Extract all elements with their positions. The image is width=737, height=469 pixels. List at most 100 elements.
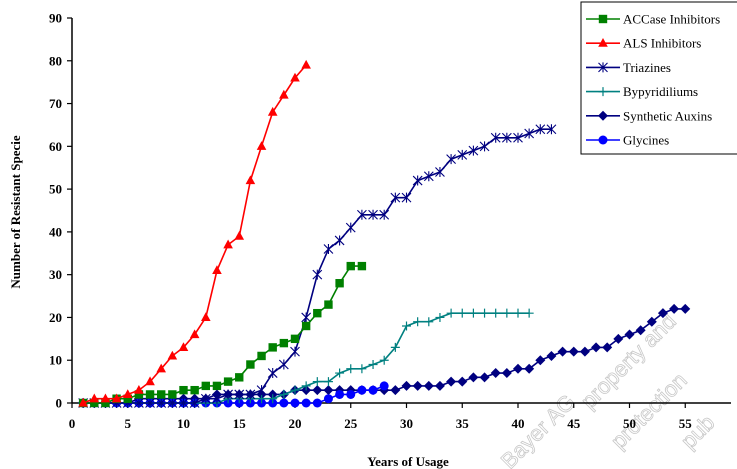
data-point (579, 346, 590, 357)
y-tick-label: 30 (49, 267, 62, 282)
legend-entry: Synthetic Auxins (586, 108, 712, 123)
y-tick-label: 0 (56, 396, 63, 411)
data-point (457, 149, 468, 160)
data-point (323, 377, 333, 387)
legend-label: ALS Inhibitors (623, 36, 701, 51)
data-point (535, 355, 546, 366)
data-point (134, 384, 144, 394)
data-point (279, 398, 289, 408)
data-point (290, 398, 300, 408)
data-point (323, 394, 333, 404)
data-point (680, 303, 691, 314)
data-point (423, 171, 434, 182)
series-als-inhibitors (78, 59, 311, 407)
data-point (290, 72, 300, 82)
data-point (669, 303, 680, 314)
data-point (546, 124, 557, 135)
data-point (178, 398, 189, 408)
x-tick-label: 50 (623, 416, 636, 431)
data-point (513, 363, 523, 374)
legend-entry: Bypyridiliums (586, 84, 698, 99)
data-point (134, 398, 144, 408)
data-point (598, 38, 608, 47)
x-axis-title: Years of Usage (367, 454, 449, 469)
data-point (501, 368, 512, 379)
data-point (357, 364, 367, 374)
data-point (235, 373, 244, 382)
data-point (256, 385, 267, 396)
y-tick-label: 50 (49, 182, 62, 197)
data-point (435, 312, 445, 322)
series-line (83, 265, 362, 404)
data-point (223, 389, 233, 400)
data-point (167, 398, 178, 408)
data-point (157, 390, 166, 399)
data-point (156, 363, 166, 373)
data-point (435, 167, 445, 177)
data-point (390, 192, 401, 203)
data-point (379, 209, 390, 220)
data-point (324, 300, 333, 309)
data-point (490, 368, 501, 379)
data-point (598, 62, 608, 73)
data-point (267, 368, 278, 379)
data-point (246, 360, 255, 369)
legend-label: ACCase Inhibitors (623, 12, 720, 27)
data-point (401, 192, 412, 203)
data-point (268, 343, 277, 352)
data-point (413, 317, 423, 327)
data-point (190, 385, 199, 395)
x-tick-label: 5 (125, 416, 132, 431)
data-point (646, 316, 657, 327)
data-point (524, 308, 534, 318)
data-point (535, 124, 546, 135)
data-point (424, 317, 434, 327)
x-tick-label: 40 (512, 416, 525, 431)
data-point (212, 381, 222, 391)
data-point (312, 377, 322, 387)
data-point (379, 355, 389, 365)
data-point (279, 338, 289, 348)
data-point (134, 390, 144, 399)
data-point (301, 381, 311, 391)
x-tick-label: 30 (400, 416, 413, 431)
data-point (434, 380, 445, 391)
data-point (468, 372, 479, 383)
data-point (357, 261, 367, 271)
x-tick-label: 20 (289, 416, 302, 431)
data-point (267, 106, 278, 116)
data-point (111, 393, 122, 403)
data-point (189, 329, 200, 339)
data-point (101, 398, 110, 408)
data-point (223, 377, 233, 386)
data-point (245, 389, 256, 400)
data-point (402, 321, 411, 331)
y-tick-label: 20 (49, 310, 62, 325)
data-point (323, 244, 334, 254)
data-point (290, 334, 300, 344)
data-point (201, 312, 211, 322)
y-tick-label: 90 (49, 11, 62, 26)
y-tick-label: 60 (49, 139, 62, 154)
x-tick-label: 10 (177, 416, 190, 431)
data-point (657, 308, 668, 319)
legend-label: Synthetic Auxins (623, 108, 712, 123)
x-tick-label: 0 (69, 416, 76, 431)
data-point (290, 385, 300, 395)
data-point (390, 385, 401, 396)
data-point (90, 398, 99, 408)
data-point (368, 385, 378, 395)
data-point (200, 393, 211, 404)
data-point (323, 385, 334, 396)
data-point (513, 308, 523, 318)
legend-label: Bypyridiliums (623, 84, 698, 99)
data-point (201, 381, 210, 391)
data-point (357, 385, 367, 395)
data-point (598, 14, 608, 24)
y-tick-label: 70 (49, 96, 62, 111)
data-point (278, 359, 289, 370)
data-point (78, 397, 88, 407)
data-point (346, 389, 356, 399)
data-point (179, 385, 188, 395)
